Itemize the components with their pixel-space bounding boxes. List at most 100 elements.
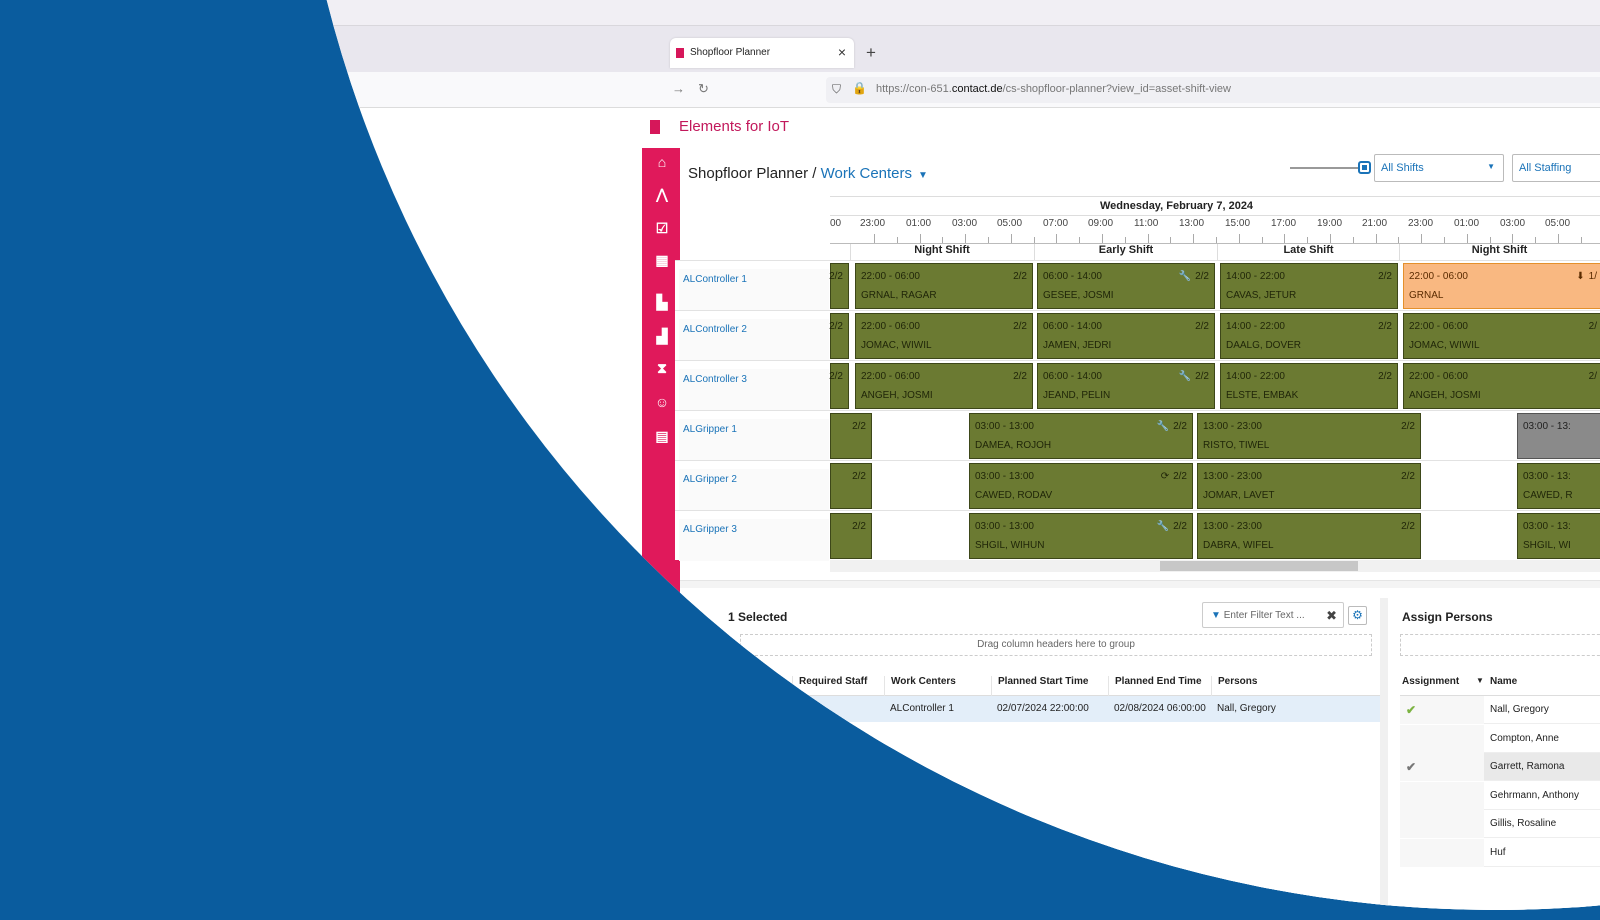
home-icon[interactable]: ⌂ bbox=[657, 154, 667, 170]
shift-block[interactable]: 22:00 - 06:00 ANGEH, JOSMI 2/ bbox=[1403, 363, 1600, 409]
tick-mark bbox=[1124, 237, 1126, 243]
activity-icon[interactable]: ⋀ bbox=[656, 186, 668, 202]
work-center-link[interactable]: ALController 3 bbox=[679, 369, 829, 411]
person-row[interactable]: Compton, Anne bbox=[1400, 724, 1600, 753]
forward-icon[interactable]: → bbox=[672, 81, 685, 96]
shift-persons: ELSTE, EMBAK bbox=[1226, 390, 1299, 401]
tick-mark bbox=[1193, 234, 1195, 243]
person-row[interactable]: Gillis, Rosaline bbox=[1400, 810, 1600, 838]
new-tab-button[interactable]: + bbox=[866, 43, 876, 62]
vertical-splitter[interactable] bbox=[1380, 598, 1388, 910]
url-field[interactable]: ⛉ 🔒 https://con-651.contact.de/cs-shopfl… bbox=[826, 77, 1600, 103]
person-care-icon[interactable]: ☺ bbox=[654, 394, 670, 410]
stairs-icon[interactable]: ▟ bbox=[656, 328, 668, 344]
zoom-slider-handle[interactable] bbox=[1358, 161, 1371, 174]
assignment-cell[interactable]: ✔ bbox=[1400, 753, 1484, 781]
column-header[interactable]: Assignment bbox=[1402, 676, 1460, 687]
shift-block[interactable]: 14:00 - 22:00 CAVAS, JETUR 2/2 bbox=[1220, 263, 1398, 309]
shift-block[interactable]: 2/2 bbox=[829, 263, 849, 309]
column-header[interactable]: Work Centers bbox=[884, 676, 956, 696]
shift-block[interactable]: 03:00 - 13: CAWED, R bbox=[1517, 463, 1600, 509]
shift-block[interactable]: 2/2 bbox=[829, 313, 849, 359]
calendar-icon[interactable]: ▦ bbox=[655, 252, 669, 268]
clear-filter-icon[interactable]: ✖ bbox=[1326, 608, 1337, 623]
assign-title: Assign Persons bbox=[1402, 610, 1493, 624]
browser-tab[interactable]: Shopfloor Planner × bbox=[670, 38, 854, 68]
staff-count-value: 2/2 bbox=[1013, 371, 1027, 382]
assignment-cell[interactable] bbox=[1400, 810, 1484, 838]
work-center-link[interactable]: ALController 1 bbox=[679, 269, 829, 311]
shift-block[interactable]: 03:00 - 13:00 DAMEA, ROJOH 🔧 2/2 bbox=[969, 413, 1193, 459]
shift-block[interactable]: 13:00 - 23:00 RISTO, TIWEL 2/2 bbox=[1197, 413, 1421, 459]
gantt-row: ALGripper 1 2/2 03:00 - 13:00 DAMEA, ROJOH 🔧… bbox=[675, 410, 1600, 461]
work-center-link[interactable]: ALGripper 3 bbox=[679, 519, 829, 561]
shift-block[interactable]: 06:00 - 14:00 JAMEN, JEDRI 2/2 bbox=[1037, 313, 1215, 359]
column-header[interactable]: Name bbox=[1490, 676, 1518, 687]
sort-down-icon[interactable]: ▼ bbox=[1476, 676, 1484, 685]
assignment-cell[interactable]: ✔ bbox=[1400, 696, 1484, 724]
tab-close-icon[interactable]: × bbox=[837, 44, 846, 60]
work-center-link[interactable]: ALGripper 2 bbox=[679, 469, 829, 511]
breadcrumb-current[interactable]: Work Centers bbox=[820, 165, 913, 182]
column-header[interactable]: Persons bbox=[1211, 676, 1257, 696]
tick-mark bbox=[1284, 234, 1286, 243]
work-center-link[interactable]: ALController 2 bbox=[679, 319, 829, 361]
browser-titlebar bbox=[290, 0, 1600, 26]
document-icon[interactable]: ▤ bbox=[655, 428, 669, 444]
bookmark-icon[interactable]: ⧗ bbox=[657, 360, 667, 376]
app-header: Elements for IoT bbox=[650, 112, 1600, 146]
assignment-cell[interactable] bbox=[1400, 781, 1484, 810]
shift-block[interactable]: 22:00 - 06:00 JOMAC, WIWIL 2/ bbox=[1403, 313, 1600, 359]
person-row[interactable]: Huf bbox=[1400, 838, 1600, 867]
assignment-check-icon[interactable]: ✔ bbox=[1406, 703, 1417, 717]
shift-block[interactable]: 22:00 - 06:00 GRNAL ⬇ 1/ bbox=[1403, 263, 1600, 309]
shift-block[interactable]: 22:00 - 06:00 ANGEH, JOSMI 2/2 bbox=[855, 363, 1033, 409]
shift-block[interactable]: 2/2 bbox=[829, 363, 849, 409]
shift-block[interactable]: 22:00 - 06:00 GRNAL, RAGAR 2/2 bbox=[855, 263, 1033, 309]
shift-block[interactable]: 03:00 - 13: bbox=[1517, 413, 1600, 459]
shift-block[interactable]: 03:00 - 13:00 CAWED, RODAV ⟳ 2/2 bbox=[969, 463, 1193, 509]
shift-block[interactable]: 22:00 - 06:00 JOMAC, WIWIL 2/2 bbox=[855, 313, 1033, 359]
reload-icon[interactable]: ↻ bbox=[698, 81, 709, 96]
assignment-cell[interactable] bbox=[1400, 838, 1484, 867]
shift-block[interactable]: 2/2 bbox=[830, 463, 872, 509]
breadcrumb-root[interactable]: Shopfloor Planner / bbox=[688, 165, 817, 182]
assignment-cell[interactable] bbox=[1400, 724, 1484, 753]
assign-group-area[interactable] bbox=[1400, 634, 1600, 656]
person-row[interactable]: ✔ Nall, Gregory bbox=[1400, 696, 1600, 724]
filter-input[interactable]: ▼ Enter Filter Text ... ✖ bbox=[1202, 602, 1344, 628]
shift-block[interactable]: 14:00 - 22:00 DAALG, DOVER 2/2 bbox=[1220, 313, 1398, 359]
column-header[interactable]: Required Staff bbox=[792, 676, 867, 696]
checklist-icon[interactable]: ☑ bbox=[655, 220, 669, 236]
assign-persons-panel: Assign Persons Assignment ▼ Name ✔ Nall, … bbox=[1396, 588, 1600, 910]
chevron-down-icon[interactable]: ▼ bbox=[918, 170, 928, 181]
shift-block[interactable]: 03:00 - 13:00 SHGIL, WIHUN 🔧 2/2 bbox=[969, 513, 1193, 559]
column-header[interactable]: aff bbox=[750, 676, 763, 687]
shift-block[interactable]: 2/2 bbox=[830, 513, 872, 559]
settings-gear-icon[interactable]: ⚙ bbox=[1348, 606, 1367, 625]
staffing-dropdown[interactable]: All Staffing bbox=[1512, 154, 1600, 182]
shift-time: 03:00 - 13: bbox=[1523, 521, 1571, 532]
gantt-row: ALController 3 2/2 22:00 - 06:00 ANGEH, JOS… bbox=[675, 360, 1600, 411]
gantt-horizontal-scrollbar[interactable] bbox=[830, 560, 1600, 572]
column-header[interactable]: Planned End Time bbox=[1108, 676, 1202, 696]
column-header[interactable]: Planned Start Time bbox=[991, 676, 1088, 696]
shift-block[interactable]: 13:00 - 23:00 DABRA, WIFEL 2/2 bbox=[1197, 513, 1421, 559]
shift-block[interactable]: 14:00 - 22:00 ELSTE, EMBAK 2/2 bbox=[1220, 363, 1398, 409]
pane-splitter[interactable] bbox=[680, 580, 1600, 588]
table-row[interactable]: 1/2 ALController 1 02/07/2024 22:00:00 0… bbox=[720, 696, 1380, 722]
shift-block[interactable]: 13:00 - 23:00 JOMAR, LAVET 2/2 bbox=[1197, 463, 1421, 509]
person-row[interactable]: ✔ Garrett, Ramona bbox=[1400, 753, 1600, 781]
shift-block[interactable]: 2/2 bbox=[830, 413, 872, 459]
shifts-dropdown[interactable]: All Shifts ▼ bbox=[1374, 154, 1504, 182]
work-center-link[interactable]: ALGripper 1 bbox=[679, 419, 829, 461]
shift-block[interactable]: 06:00 - 14:00 JEAND, PELIN 🔧 2/2 bbox=[1037, 363, 1215, 409]
shift-block[interactable]: 03:00 - 13: SHGIL, WI bbox=[1517, 513, 1600, 559]
factory-icon[interactable]: ▙ bbox=[656, 294, 668, 310]
assignment-check-icon[interactable]: ✔ bbox=[1406, 760, 1417, 774]
group-by-area[interactable]: Drag column headers here to group bbox=[740, 634, 1372, 656]
scrollbar-thumb[interactable] bbox=[1160, 561, 1358, 571]
person-row[interactable]: Gehrmann, Anthony bbox=[1400, 781, 1600, 810]
shift-block[interactable]: 06:00 - 14:00 GESEE, JOSMI 🔧 2/2 bbox=[1037, 263, 1215, 309]
zoom-slider-track[interactable] bbox=[1290, 167, 1360, 169]
